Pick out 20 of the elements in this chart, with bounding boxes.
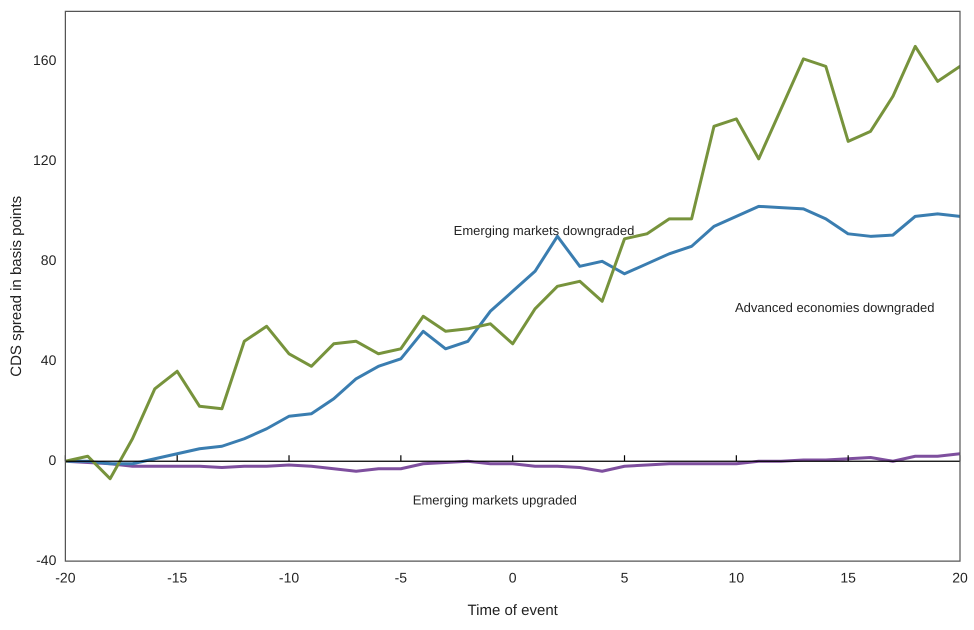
x-tick-label: 15 [840, 569, 856, 586]
x-tick-label: 5 [620, 569, 629, 586]
annotation: Advanced economies downgraded [735, 300, 934, 315]
annotation: Emerging markets upgraded [412, 492, 577, 508]
x-tick-label: 10 [728, 569, 744, 586]
x-tick-label: -10 [278, 569, 300, 586]
y-tick-label: 120 [33, 152, 57, 168]
x-tick-label: -15 [167, 569, 188, 586]
y-tick-label: 0 [48, 452, 57, 468]
x-tick-label: 20 [952, 569, 968, 586]
y-tick-label: 160 [33, 52, 57, 68]
x-tick-label: -20 [55, 569, 76, 586]
x-tick-label: 0 [508, 569, 517, 586]
y-tick-label: 80 [40, 252, 57, 268]
y-axis-title: CDS spread in basis points [8, 196, 26, 377]
y-tick-label: -40 [36, 552, 57, 568]
x-tick-label: -5 [394, 569, 408, 586]
x-axis-title: Time of event [468, 602, 559, 620]
annotation: Emerging markets downgraded [454, 222, 634, 238]
y-tick-label: 40 [40, 352, 57, 368]
